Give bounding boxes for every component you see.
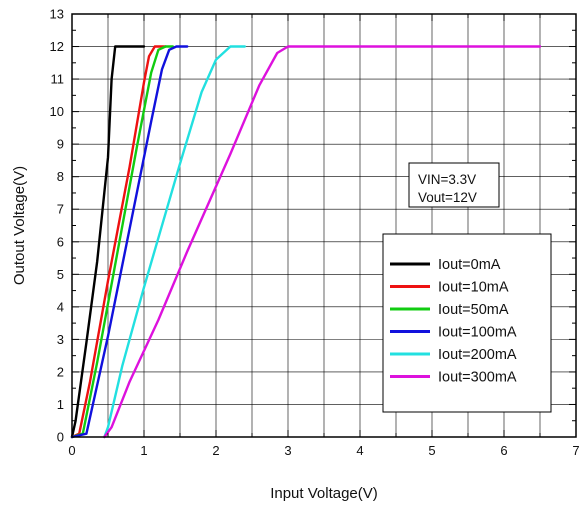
series-line xyxy=(70,45,167,439)
x-tick-label: 1 xyxy=(140,443,147,458)
legend-label: Iout=10mA xyxy=(438,280,509,296)
condition-note-frame xyxy=(408,162,500,208)
x-axis-title: Input Voltage(V) xyxy=(270,485,378,502)
y-tick-label: 3 xyxy=(57,332,64,347)
series-layer xyxy=(70,45,542,439)
legend-label: Iout=300mA xyxy=(438,370,517,386)
x-tick-label: 2 xyxy=(212,443,219,458)
series-line xyxy=(70,45,146,439)
y-tick-label: 0 xyxy=(57,430,64,445)
legend-label: Iout=100mA xyxy=(438,325,517,341)
y-axis-title: Outout Voltage(V) xyxy=(11,166,28,285)
x-tick-label: 4 xyxy=(356,443,363,458)
y-tick-label: 12 xyxy=(50,39,64,54)
y-tick-label: 1 xyxy=(57,397,64,412)
x-tick-label: 6 xyxy=(500,443,507,458)
x-tick-label: 0 xyxy=(68,443,75,458)
condition-note-line: VIN=3.3V xyxy=(418,172,476,187)
x-tick-label: 5 xyxy=(428,443,435,458)
legend-label: Iout=50mA xyxy=(438,302,509,318)
series-line xyxy=(70,45,174,439)
x-tick-label: 3 xyxy=(284,443,291,458)
series-line xyxy=(70,45,189,439)
series-line xyxy=(103,45,246,439)
y-tick-label: 10 xyxy=(50,104,64,119)
condition-note: VIN=3.3V Vout=12V xyxy=(408,162,500,208)
y-tick-label: 7 xyxy=(57,202,64,217)
y-tick-label: 4 xyxy=(57,299,64,314)
legend: Iout=0mA Iout=10mA Iout=50mA Iout=100mA Iout… xyxy=(382,233,552,413)
y-tick-label: 11 xyxy=(51,72,65,87)
legend-label: Iout=200mA xyxy=(438,347,517,363)
y-tick-label: 6 xyxy=(57,234,64,249)
x-tick-label: 7 xyxy=(572,443,579,458)
y-tick-label: 5 xyxy=(57,267,64,282)
legend-label: Iout=0mA xyxy=(438,257,501,273)
y-tick-label: 8 xyxy=(57,169,64,184)
series-line xyxy=(103,45,542,439)
y-tick-label: 2 xyxy=(57,364,64,379)
y-tick-label: 13 xyxy=(50,7,64,22)
y-tick-label: 9 xyxy=(57,137,64,152)
condition-note-line: Vout=12V xyxy=(418,190,477,205)
